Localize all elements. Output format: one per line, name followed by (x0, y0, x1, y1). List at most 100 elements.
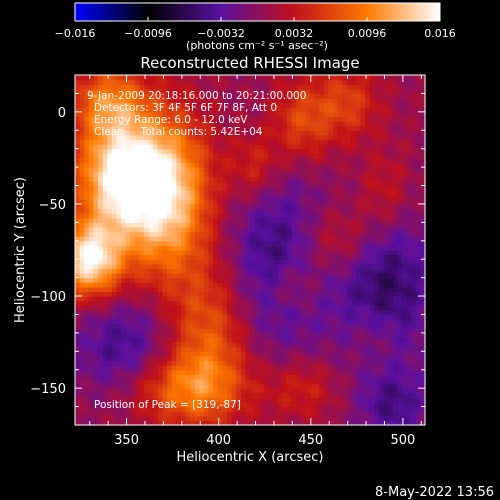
heatmap-cell (365, 84, 371, 90)
heatmap-cell (98, 107, 104, 113)
heatmap-cell (226, 342, 233, 348)
heatmap-cell (130, 254, 136, 260)
heatmap-cell (130, 79, 136, 85)
heatmap-cell (309, 98, 316, 104)
heatmap-cell (268, 75, 274, 81)
heatmap-cell (286, 268, 293, 274)
heatmap-cell (75, 217, 81, 223)
heatmap-cell (194, 323, 200, 329)
heatmap-cell (342, 107, 348, 113)
heatmap-cell (125, 194, 131, 200)
heatmap-cell (355, 148, 362, 154)
heatmap-cell (259, 98, 265, 104)
heatmap-cell (323, 213, 329, 219)
heatmap-cell (107, 360, 113, 366)
heatmap-cell (305, 167, 311, 173)
heatmap-cell (231, 194, 237, 200)
heatmap-cell (217, 286, 223, 293)
heatmap-cell (167, 240, 173, 246)
heatmap-cell (217, 176, 223, 182)
heatmap-cell (319, 208, 325, 214)
heatmap-cell (217, 88, 223, 95)
heatmap-cell (208, 323, 214, 329)
heatmap-cell (107, 153, 113, 159)
heatmap-cell (176, 332, 182, 339)
heatmap-cell (365, 314, 371, 320)
heatmap-cell (328, 314, 334, 320)
heatmap-cell (79, 203, 85, 210)
heatmap-cell (139, 392, 145, 398)
heatmap-cell (162, 291, 168, 297)
heatmap-cell (134, 263, 141, 270)
heatmap-cell (111, 203, 118, 210)
heatmap-cell (217, 208, 223, 214)
heatmap-cell (75, 226, 81, 233)
heatmap-cell (157, 102, 164, 108)
heatmap-cell (305, 360, 311, 366)
heatmap-cell (107, 374, 113, 380)
heatmap-cell (79, 411, 85, 417)
heatmap-cell (88, 277, 95, 283)
heatmap-cell (75, 236, 81, 242)
heatmap-cell (148, 107, 154, 113)
heatmap-cell (263, 134, 270, 141)
heatmap-cell (180, 383, 187, 389)
heatmap-cell (144, 355, 150, 362)
heatmap-cell (213, 148, 219, 154)
heatmap-cell (107, 369, 113, 375)
heatmap-cell (245, 125, 251, 131)
heatmap-cell (167, 194, 173, 200)
heatmap-cell (116, 162, 122, 168)
heatmap-cell (268, 263, 274, 270)
heatmap-cell (351, 369, 357, 375)
heatmap-cell (286, 314, 293, 320)
heatmap-cell (217, 342, 223, 348)
heatmap-cell (236, 277, 242, 283)
heatmap-cell (102, 93, 108, 99)
heatmap-cell (259, 342, 265, 348)
colorbar-tick-label: 0.016 (424, 27, 456, 40)
heatmap-cell (360, 213, 366, 219)
heatmap-cell (222, 84, 228, 90)
heatmap-cell (277, 254, 283, 260)
heatmap-cell (314, 420, 320, 426)
heatmap-cell (79, 245, 85, 251)
heatmap-cell (355, 314, 362, 320)
heatmap-cell (157, 222, 164, 228)
heatmap-cell (203, 415, 210, 421)
heatmap-cell (217, 300, 223, 306)
heatmap-cell (296, 296, 302, 302)
heatmap-cell (365, 337, 371, 343)
heatmap-cell (305, 162, 311, 168)
heatmap-cell (236, 102, 242, 108)
heatmap-cell (309, 365, 316, 371)
heatmap-cell (300, 144, 306, 150)
heatmap-cell (102, 98, 108, 104)
heatmap-cell (355, 360, 362, 366)
heatmap-cell (199, 319, 205, 325)
heatmap-cell (296, 374, 302, 380)
heatmap-cell (355, 102, 362, 108)
heatmap-cell (319, 346, 325, 352)
heatmap-cell (231, 226, 237, 233)
heatmap-cell (107, 236, 113, 242)
heatmap-cell (176, 134, 182, 141)
heatmap-cell (194, 305, 200, 311)
heatmap-cell (342, 286, 348, 293)
heatmap-cell (226, 79, 233, 85)
heatmap-cell (116, 392, 122, 398)
heatmap-cell (139, 208, 145, 214)
heatmap-cell (323, 167, 329, 173)
heatmap-cell (157, 157, 164, 164)
heatmap-cell (282, 222, 288, 228)
heatmap-cell (130, 314, 136, 320)
heatmap-cell (286, 296, 293, 302)
heatmap-cell (93, 300, 99, 306)
heatmap-cell (102, 314, 108, 320)
heatmap-cell (176, 153, 182, 159)
heatmap-cell (93, 185, 99, 191)
heatmap-cell (194, 332, 200, 339)
heatmap-cell (185, 411, 191, 417)
heatmap-cell (226, 328, 233, 334)
heatmap-cell (296, 121, 302, 127)
